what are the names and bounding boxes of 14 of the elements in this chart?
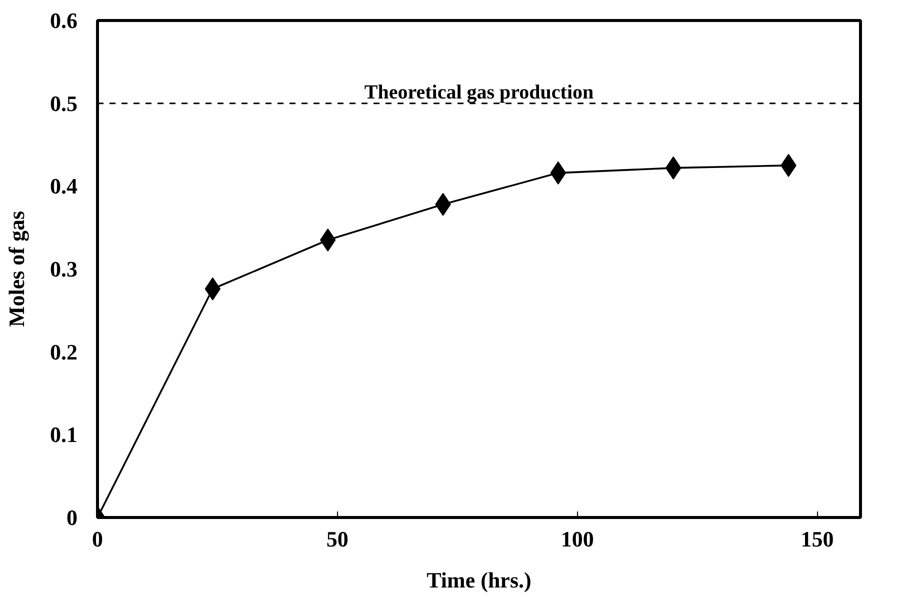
x-tick-label: 0 xyxy=(92,526,103,552)
y-tick-label: 0 xyxy=(66,505,78,530)
y-axis-title: Moles of gas xyxy=(4,210,29,328)
ref-line-label: Theoretical gas production xyxy=(364,81,594,104)
y-tick-label: 0.1 xyxy=(50,422,78,448)
x-tick-label: 50 xyxy=(326,526,348,552)
y-tick-label: 0.4 xyxy=(50,174,78,199)
y-tick-label: 0.3 xyxy=(50,256,78,282)
x-tick-label: 100 xyxy=(560,526,594,552)
y-tick-label: 0.6 xyxy=(50,8,78,33)
y-tick-label: 0.2 xyxy=(50,339,78,364)
x-axis-title: Time (hrs.) xyxy=(426,568,532,592)
y-tick-label: 0.5 xyxy=(50,90,78,116)
x-tick-label: 150 xyxy=(800,526,834,552)
